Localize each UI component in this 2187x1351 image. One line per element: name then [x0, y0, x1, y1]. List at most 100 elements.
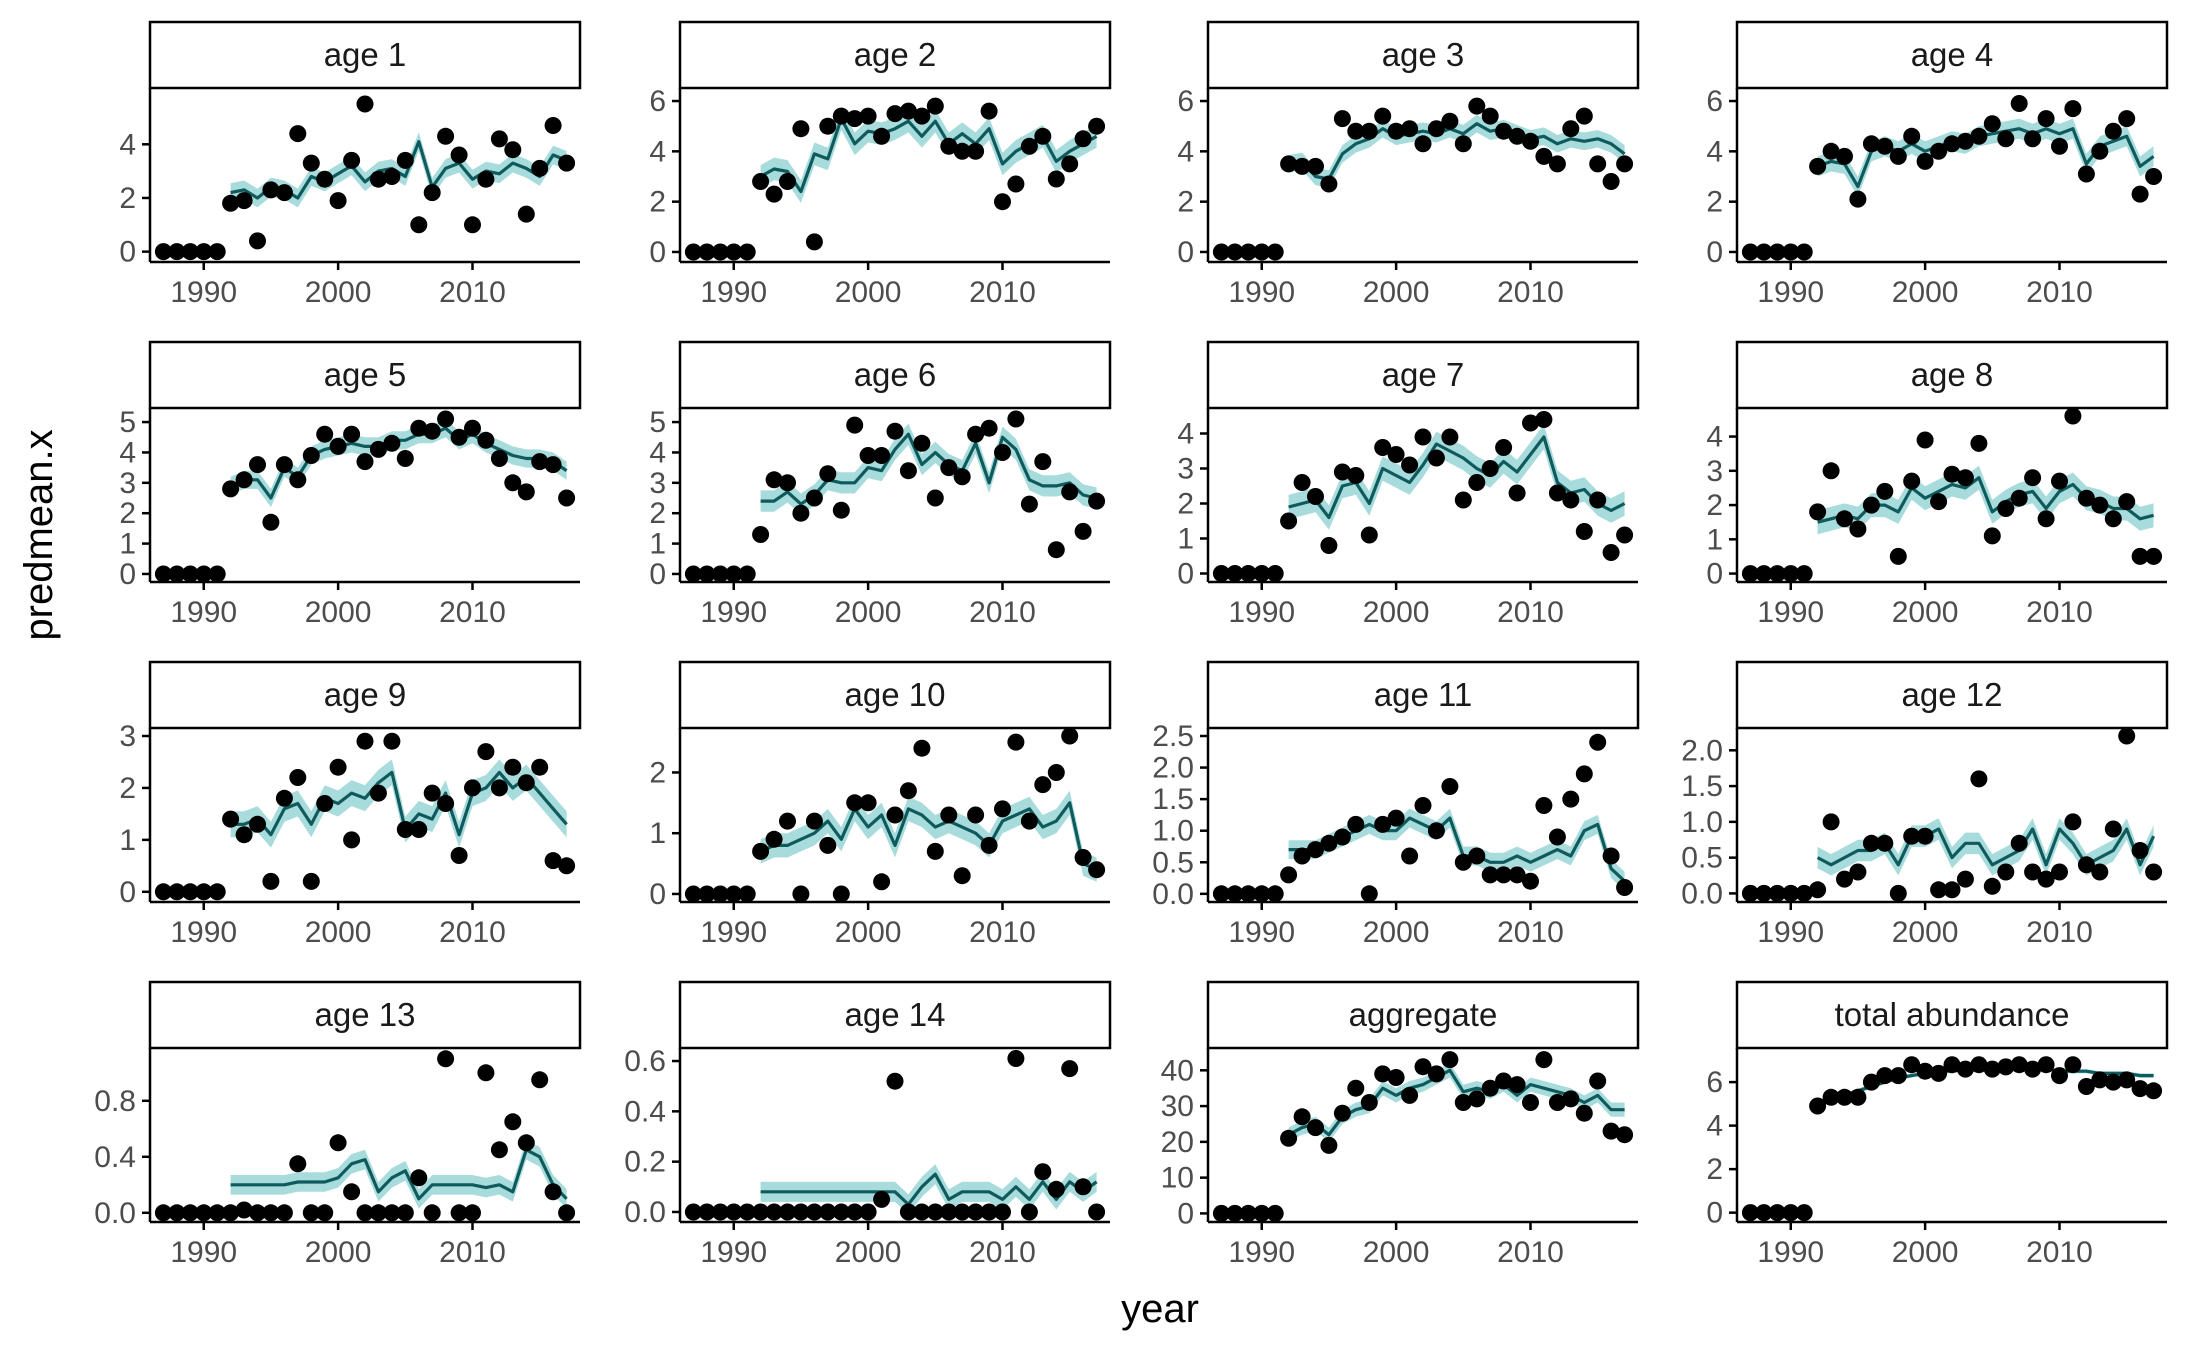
- data-point: [1876, 834, 1894, 852]
- facet-panel: age 1 0 2 4 1990 2000 2010: [119, 20, 582, 309]
- data-point: [1768, 1204, 1786, 1222]
- data-point: [1047, 1180, 1065, 1198]
- data-point: [302, 154, 320, 172]
- data-point: [1088, 861, 1106, 879]
- data-point: [369, 440, 387, 458]
- data-point: [1943, 881, 1961, 899]
- facet-strip: [678, 980, 1112, 1050]
- data-point: [544, 456, 562, 474]
- data-point: [517, 774, 535, 792]
- facet-panel: age 3 0 2 4 6 1990 2000 2010: [1177, 20, 1640, 309]
- data-point: [1562, 790, 1580, 808]
- x-tick-label: 1990: [700, 1236, 767, 1269]
- data-point: [1522, 1094, 1539, 1111]
- data-point: [2024, 1060, 2042, 1078]
- facet-strip-label: age 5: [324, 356, 407, 393]
- data-point: [1589, 491, 1607, 509]
- y-tick-label: 1: [1177, 523, 1194, 556]
- data-point: [980, 102, 998, 120]
- data-point: [2091, 496, 2109, 514]
- data-point: [940, 1203, 958, 1221]
- x-tick-label: 2010: [439, 916, 506, 949]
- y-tick-label: 1: [1706, 523, 1723, 556]
- y-tick-label: 6: [1177, 85, 1194, 118]
- data-point: [698, 885, 716, 903]
- y-tick-label: 1: [649, 817, 666, 850]
- data-point: [1212, 885, 1230, 903]
- data-point: [1414, 135, 1432, 153]
- facet-strip: [1206, 660, 1640, 730]
- x-tick-label: 2010: [1497, 1236, 1564, 1269]
- data-point: [873, 873, 891, 891]
- data-point: [1782, 565, 1800, 583]
- data-point: [1034, 776, 1052, 794]
- data-point: [289, 471, 307, 489]
- data-point: [1047, 764, 1065, 781]
- y-tick-label: 0: [119, 236, 136, 269]
- data-point: [154, 243, 172, 261]
- y-tick-label: 0.0: [1681, 877, 1723, 910]
- data-point: [544, 1183, 562, 1201]
- data-point: [926, 489, 944, 507]
- y-tick-label: 1.0: [1152, 815, 1194, 848]
- facet-panel: age 11 0.00.51.01.52.02.5 1990 2000 2010: [1152, 660, 1640, 949]
- data-point: [329, 758, 347, 776]
- data-point: [1562, 120, 1580, 138]
- data-point: [1930, 881, 1948, 899]
- data-point: [2024, 863, 2042, 881]
- data-point: [1374, 107, 1392, 125]
- data-point: [490, 1141, 508, 1159]
- data-point: [504, 1113, 522, 1131]
- data-point: [1226, 565, 1244, 582]
- data-point: [154, 565, 172, 583]
- facet-strip: [148, 980, 582, 1050]
- data-point: [2104, 510, 2122, 528]
- facet-strip: [1735, 660, 2169, 730]
- facet-strip-label: total abundance: [1835, 996, 2070, 1033]
- y-tick-label: 0: [1177, 1197, 1194, 1230]
- facet-strip: [1206, 340, 1640, 410]
- data-point: [1849, 863, 1867, 881]
- x-tick-label: 1990: [1757, 276, 1824, 309]
- data-point: [1768, 884, 1786, 902]
- data-point: [262, 181, 280, 199]
- x-tick-label: 1990: [170, 596, 237, 629]
- confidence-band: [760, 1164, 1097, 1215]
- confidence-band: [1288, 1063, 1625, 1142]
- data-point: [1575, 765, 1593, 783]
- data-point: [1333, 463, 1351, 481]
- facet-panel: age 12 0.00.51.01.52.0 1990 2000 2010: [1681, 660, 2169, 949]
- data-point: [711, 1203, 729, 1221]
- data-point: [289, 769, 307, 786]
- x-tick-label: 2000: [835, 596, 902, 629]
- data-point: [1387, 446, 1405, 463]
- data-point: [1616, 1126, 1634, 1144]
- data-point: [2037, 870, 2055, 888]
- data-point: [1970, 434, 1988, 452]
- facet-strip-label: age 1: [324, 36, 407, 73]
- data-point: [1441, 778, 1459, 795]
- data-point: [464, 1204, 481, 1222]
- facet-strip-label: age 3: [1382, 36, 1465, 73]
- data-point: [154, 1204, 172, 1222]
- data-point: [369, 170, 387, 188]
- y-tick-label: 6: [1706, 85, 1723, 118]
- data-point: [792, 120, 810, 138]
- data-point: [2037, 110, 2055, 128]
- y-tick-label: 0.0: [94, 1197, 136, 1230]
- data-point: [1508, 484, 1526, 502]
- data-point: [886, 806, 904, 824]
- data-point: [1333, 110, 1351, 128]
- data-point: [1481, 1079, 1499, 1097]
- data-point: [1943, 135, 1961, 153]
- data-point: [684, 243, 702, 261]
- data-point: [369, 1204, 387, 1222]
- data-point: [1020, 812, 1038, 830]
- data-point: [1997, 863, 2015, 881]
- data-point: [899, 782, 917, 800]
- data-point: [289, 125, 307, 143]
- data-point: [490, 779, 508, 797]
- y-tick-label: 3: [649, 467, 666, 500]
- y-tick-label: 10: [1161, 1162, 1194, 1195]
